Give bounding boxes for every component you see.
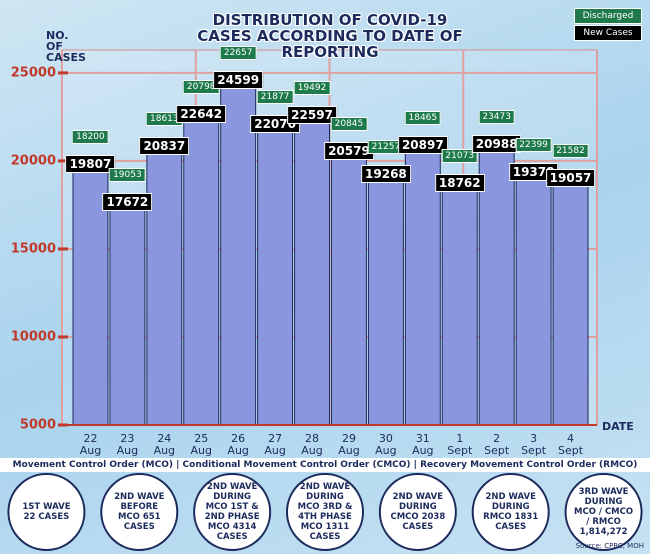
wave-circle: [7, 473, 86, 551]
new-cases-label: 20897: [397, 136, 448, 155]
new-cases-label: 20579: [324, 141, 374, 160]
wave-circle: [471, 473, 550, 551]
discharged-label: 18200: [72, 130, 109, 145]
bar: [146, 145, 183, 426]
y-axis-label: NO. OF CASES: [46, 29, 86, 64]
x-tick-label: 3 Sept: [521, 432, 547, 457]
bar: [72, 163, 109, 426]
discharged-label: 21877: [256, 90, 294, 105]
wave-label: 1ST WAVE 22 CASES: [22, 502, 71, 522]
new-cases-label: 22642: [176, 105, 227, 124]
wave-label: 3RD WAVE DURING MCO / CMCO / RMCO 1,814,…: [574, 487, 634, 537]
x-tick-label: 2 Sept: [484, 432, 510, 457]
wave-circle: [193, 473, 272, 551]
wave-label: 2ND WAVE DURING CMCO 2038 CASES: [390, 492, 446, 532]
wave-circle: [378, 473, 457, 551]
legend-entry: Discharged: [574, 8, 642, 24]
discharged-label: 22399: [515, 137, 552, 152]
discharged-label: 23473: [478, 109, 515, 124]
x-axis-label: DATE: [602, 420, 634, 433]
discharged-label: 18465: [404, 111, 442, 126]
discharged-label: 21582: [552, 143, 589, 158]
bar: [331, 150, 367, 426]
bar: [478, 143, 515, 426]
x-tick-label: 23 Aug: [116, 432, 139, 457]
new-cases-label: 19807: [65, 155, 116, 174]
bar: [404, 144, 441, 426]
x-tick-label: 30 Aug: [375, 432, 397, 457]
x-tick-label: 31 Aug: [412, 432, 434, 457]
wave-circle: [564, 473, 643, 551]
y-tick-label: 10000: [10, 329, 56, 345]
bar: [441, 182, 478, 426]
x-tick-label: 28 Aug: [301, 432, 323, 457]
discharged-label: 22657: [219, 45, 257, 60]
wave-circle: [286, 473, 364, 551]
x-tick-label: 1 Sept: [447, 432, 473, 457]
wave-label: 2ND WAVE DURING MCO 3RD & 4TH PHASE MCO …: [297, 482, 353, 542]
x-tick-label: 27 Aug: [264, 432, 286, 457]
x-tick-label: 22 Aug: [79, 432, 102, 457]
x-tick-label: 26 Aug: [227, 432, 249, 457]
x-tick-label: 25 Aug: [190, 432, 212, 457]
discharged-label: 20845: [330, 116, 368, 131]
new-cases-label: 17672: [102, 192, 153, 211]
x-tick-label: 4 Sept: [558, 432, 584, 457]
x-tick-label: 29 Aug: [338, 432, 360, 457]
chart-title: DISTRIBUTION OF COVID-19 CASES ACCORDING…: [197, 11, 463, 61]
discharged-label: 19492: [293, 81, 331, 96]
y-tick-label: 15000: [10, 241, 56, 257]
new-cases-label: 19268: [361, 164, 411, 183]
wave-label: 2ND WAVE DURING RMCO 1831 CASES: [483, 492, 539, 532]
new-cases-label: 24599: [213, 70, 264, 89]
y-tick-label: 25000: [10, 65, 56, 81]
bar: [367, 173, 404, 426]
new-cases-label: 20988: [471, 134, 522, 153]
bar: [183, 113, 220, 426]
bar: [552, 177, 589, 426]
source: Source: CPRC, MOH: [575, 542, 644, 550]
new-cases-label: 20837: [139, 137, 190, 156]
discharged-label: 21073: [441, 148, 479, 163]
bar: [294, 114, 331, 426]
bar: [109, 201, 146, 426]
wave-circle: [100, 473, 179, 551]
bar: [257, 123, 294, 426]
new-cases-label: 22597: [287, 106, 337, 125]
y-tick-label: 20000: [10, 153, 56, 169]
legend-entry: New Cases: [574, 25, 642, 41]
discharged-label: 19053: [109, 167, 146, 182]
x-tick-label: 24 Aug: [153, 432, 176, 457]
discharged-label: 21257: [367, 139, 405, 154]
bar: [515, 171, 552, 426]
new-cases-label: 18762: [434, 173, 485, 192]
wave-label: 2ND WAVE BEFORE MCO 651 CASES: [114, 492, 165, 532]
footer-note: Movement Control Order (MCO) | Condition…: [0, 458, 650, 472]
wave-label: 2ND WAVE DURING MCO 1ST & 2ND PHASE MCO …: [204, 482, 260, 542]
y-tick-label: 5000: [19, 417, 56, 433]
new-cases-label: 19057: [545, 168, 596, 187]
